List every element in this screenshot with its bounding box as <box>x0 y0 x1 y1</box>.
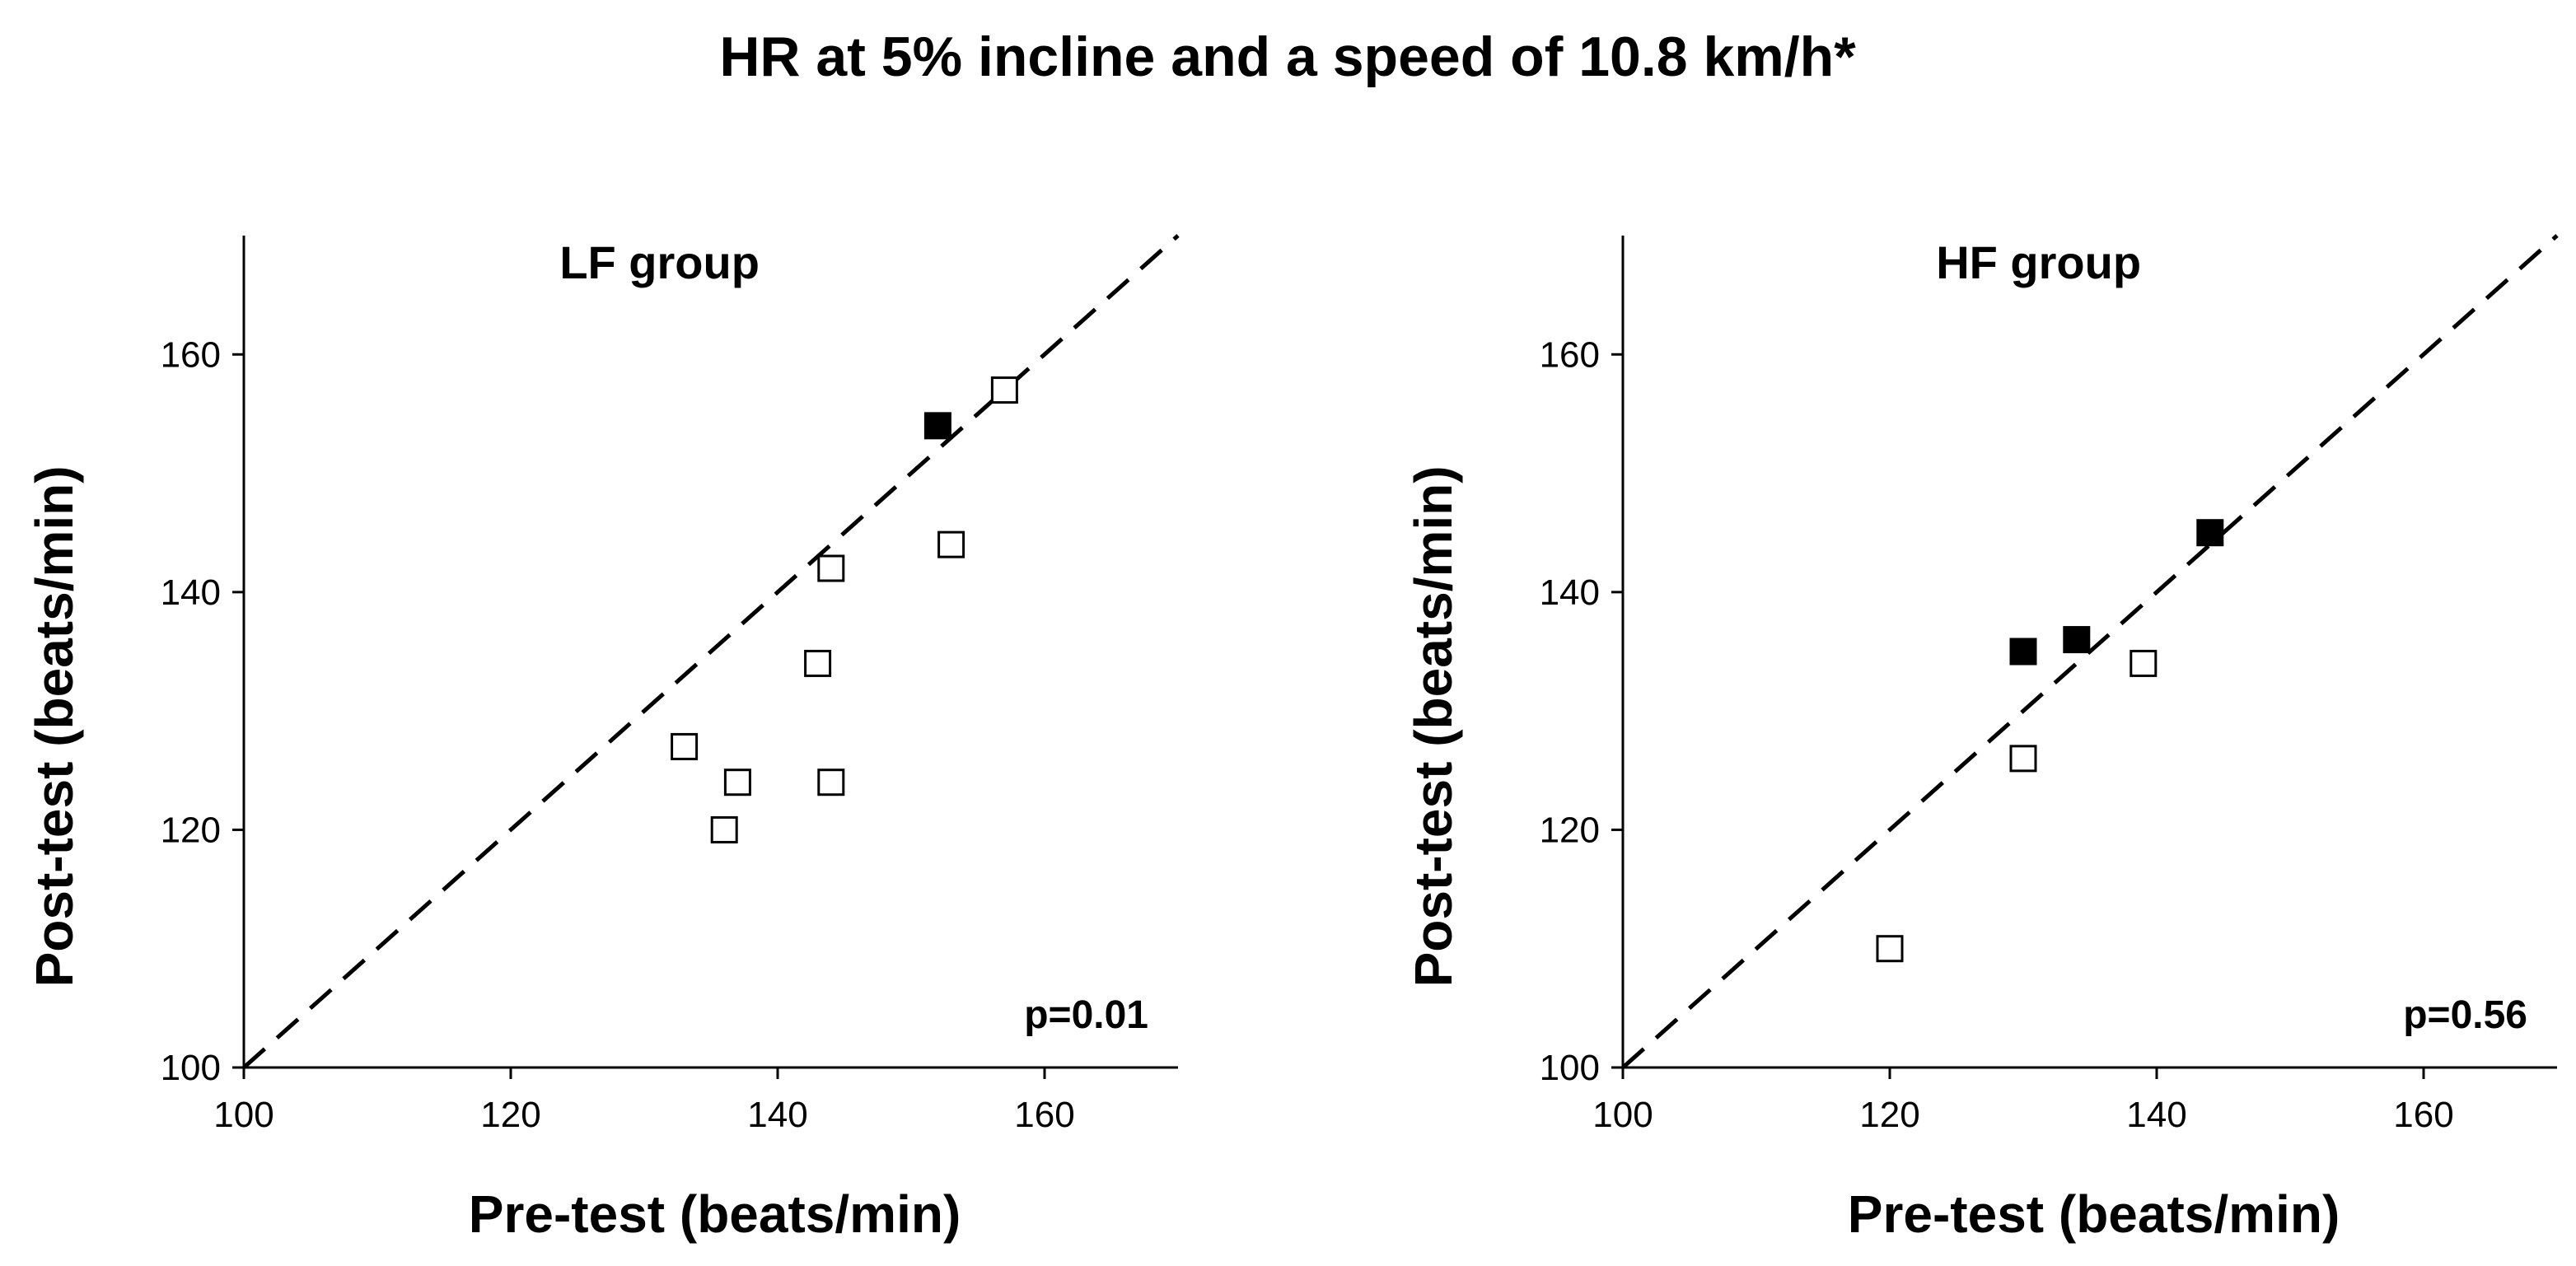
open-square-point <box>817 768 845 797</box>
open-square-point <box>671 732 699 760</box>
panel-title: HF group <box>1936 236 2141 288</box>
open-square-point <box>817 554 845 582</box>
open-square-point <box>990 376 1018 404</box>
y-tick-label: 140 <box>1540 572 1600 613</box>
p-value-annotation: p=0.01 <box>1024 993 1148 1037</box>
x-tick-label: 100 <box>213 1095 273 1135</box>
p-value-annotation: p=0.56 <box>2403 993 2527 1037</box>
y-tick-label: 120 <box>1540 810 1600 850</box>
lf-group-panel: 100 120 140 160 100 120 140 160 LF group p=0.01 Pr… <box>25 234 1180 1244</box>
y-tick-label: 160 <box>161 334 221 375</box>
open-square-point <box>2009 745 2037 773</box>
open-square-point <box>710 815 738 843</box>
filled-square-point <box>2009 638 2037 666</box>
filled-square-point <box>2063 626 2091 654</box>
y-tick-label: 100 <box>161 1048 221 1088</box>
y-tick-label: 140 <box>161 572 221 613</box>
filled-square-point <box>2196 519 2224 547</box>
panel-title: LF group <box>559 236 760 288</box>
y-tick-label: 120 <box>161 810 221 850</box>
x-axis-label: Pre-test (beats/min) <box>469 1184 961 1244</box>
identity-line <box>242 234 1180 1069</box>
open-square-point <box>723 768 751 797</box>
x-tick-label: 140 <box>747 1095 807 1135</box>
y-axis-label: Post-test (beats/min) <box>25 465 84 987</box>
y-tick-label: 160 <box>1540 334 1600 375</box>
open-square-point <box>937 530 965 558</box>
x-tick-label: 120 <box>480 1095 540 1135</box>
open-square-point <box>1876 935 1904 963</box>
x-tick-label: 120 <box>1859 1095 1919 1135</box>
x-tick-label: 160 <box>2393 1095 2453 1135</box>
x-tick-label: 140 <box>2126 1095 2186 1135</box>
y-axis-label: Post-test (beats/min) <box>1404 465 1463 987</box>
hf-group-panel: 100 120 140 160 100 120 140 160 HF group p=0.56 Pr… <box>1404 234 2559 1244</box>
x-tick-label: 100 <box>1592 1095 1653 1135</box>
filled-square-point <box>923 412 951 440</box>
x-tick-label: 160 <box>1014 1095 1074 1135</box>
open-square-point <box>2130 649 2158 677</box>
x-axis-label: Pre-test (beats/min) <box>1848 1184 2340 1244</box>
figure-title: HR at 5% incline and a speed of 10.8 km/… <box>719 26 1856 88</box>
open-square-point <box>804 649 832 677</box>
y-tick-label: 100 <box>1540 1048 1600 1088</box>
